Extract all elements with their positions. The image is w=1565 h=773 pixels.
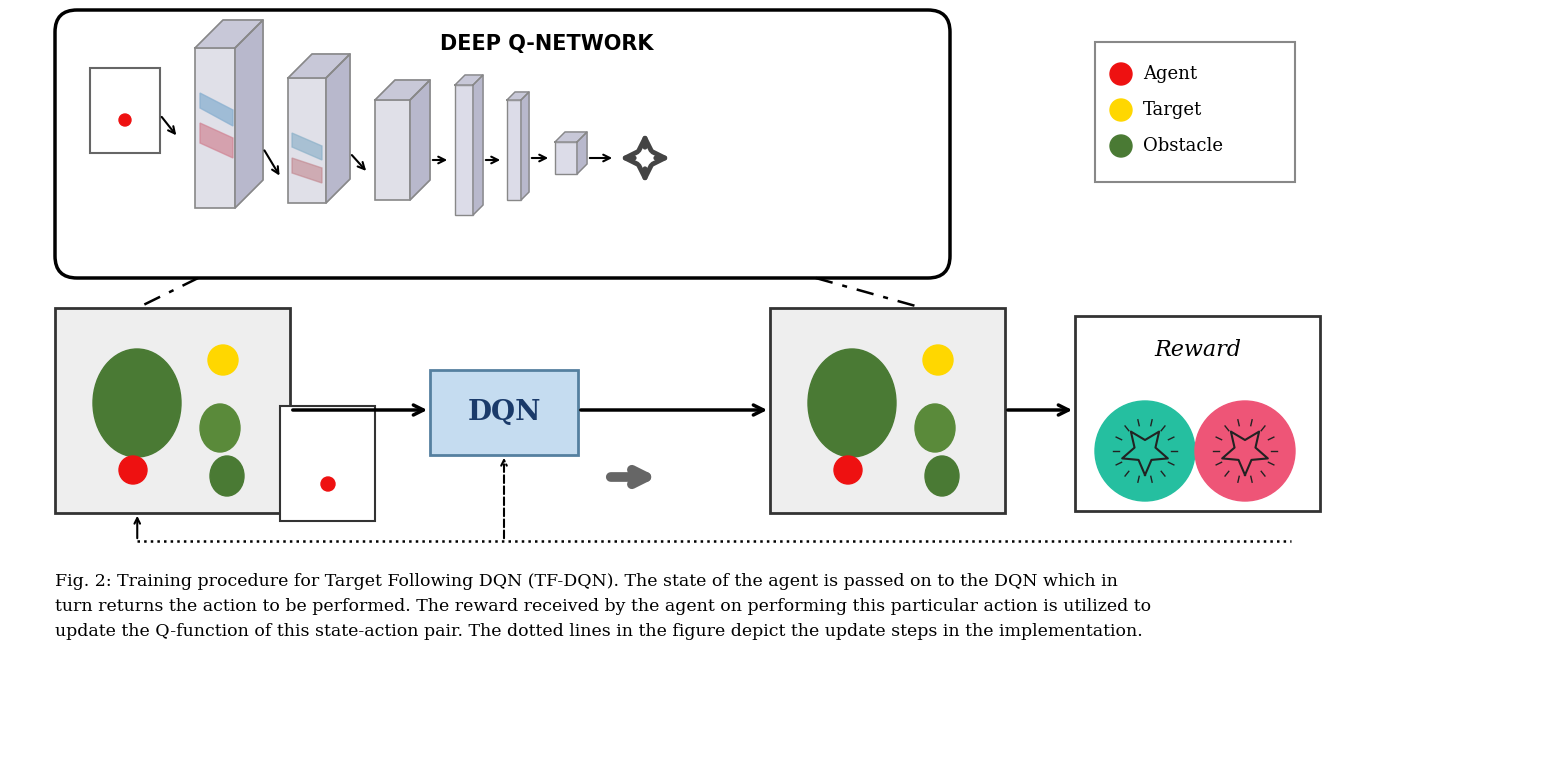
Text: turn returns the action to be performed. The reward received by the agent on per: turn returns the action to be performed.… (55, 598, 1152, 615)
Bar (1075, 316, 1319, 511)
Circle shape (1096, 401, 1196, 501)
Circle shape (208, 345, 238, 375)
Circle shape (834, 456, 862, 484)
Circle shape (1110, 63, 1131, 85)
Circle shape (1110, 135, 1131, 157)
Ellipse shape (808, 349, 897, 457)
Ellipse shape (916, 404, 955, 452)
Polygon shape (473, 75, 484, 215)
Polygon shape (235, 20, 263, 208)
Text: Agent: Agent (1142, 65, 1197, 83)
Ellipse shape (200, 404, 239, 452)
Circle shape (119, 114, 131, 126)
Polygon shape (288, 54, 351, 78)
Circle shape (1196, 401, 1294, 501)
Bar (556, 142, 577, 174)
Text: DQN: DQN (468, 399, 541, 426)
Polygon shape (577, 132, 587, 174)
Polygon shape (521, 92, 529, 200)
Polygon shape (196, 20, 263, 48)
Bar (280, 406, 376, 521)
Text: Target: Target (1142, 101, 1202, 119)
Polygon shape (200, 123, 233, 158)
Circle shape (321, 477, 335, 491)
Bar (376, 100, 410, 200)
Bar (1096, 42, 1294, 182)
Bar (455, 85, 473, 215)
Polygon shape (556, 132, 587, 142)
Polygon shape (200, 93, 233, 126)
Polygon shape (410, 80, 430, 200)
Polygon shape (326, 54, 351, 203)
FancyBboxPatch shape (55, 10, 950, 278)
Text: DEEP Q-NETWORK: DEEP Q-NETWORK (440, 34, 654, 54)
Text: Fig. 2: Training procedure for Target Following DQN (TF-DQN). The state of the a: Fig. 2: Training procedure for Target Fo… (55, 573, 1117, 590)
Ellipse shape (92, 349, 182, 457)
Polygon shape (507, 92, 529, 100)
Text: update the Q-function of this state-action pair. The dotted lines in the figure : update the Q-function of this state-acti… (55, 623, 1142, 640)
Bar (288, 78, 326, 203)
Polygon shape (376, 80, 430, 100)
Polygon shape (293, 133, 322, 160)
Polygon shape (455, 75, 484, 85)
Bar (55, 308, 290, 513)
Bar (507, 100, 521, 200)
Polygon shape (293, 158, 322, 183)
Text: Obstacle: Obstacle (1142, 137, 1222, 155)
Bar (770, 308, 1005, 513)
Text: Reward: Reward (1153, 339, 1241, 361)
Bar (196, 48, 235, 208)
Bar (430, 370, 577, 455)
Ellipse shape (925, 456, 959, 496)
Ellipse shape (210, 456, 244, 496)
Bar (91, 68, 160, 153)
Circle shape (119, 456, 147, 484)
Circle shape (1110, 99, 1131, 121)
Circle shape (923, 345, 953, 375)
